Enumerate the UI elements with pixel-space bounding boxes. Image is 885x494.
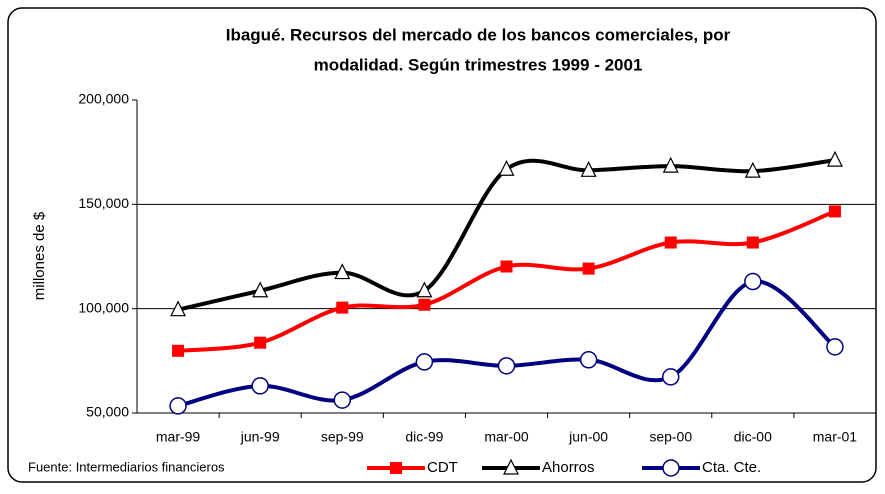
marker <box>662 156 679 173</box>
marker <box>172 344 185 357</box>
marker <box>336 301 349 314</box>
marker <box>334 263 351 280</box>
marker <box>416 281 433 298</box>
marker <box>254 336 267 349</box>
marker <box>170 300 187 317</box>
marker <box>251 377 269 395</box>
y-tick-label: 150,000 <box>78 195 129 211</box>
legend-label: CDT <box>427 459 458 476</box>
marker <box>497 357 516 375</box>
marker <box>252 281 269 298</box>
x-tick-label: dic-00 <box>734 429 772 445</box>
y-tick-label: 100,000 <box>78 299 129 315</box>
marker <box>661 368 680 386</box>
marker <box>662 459 680 477</box>
marker <box>169 397 187 415</box>
marker <box>503 458 519 475</box>
x-tick-label: dic-99 <box>405 429 443 445</box>
x-tick-label: mar-99 <box>156 429 201 445</box>
marker <box>664 236 677 249</box>
chart-frame <box>7 7 877 483</box>
marker <box>744 161 761 178</box>
legend-label: Ahorros <box>542 459 595 476</box>
x-tick-label: mar-00 <box>484 429 529 445</box>
marker <box>582 262 595 275</box>
x-tick-label: sep-00 <box>649 429 692 445</box>
chart-subtitle: modalidad. Según trimestres 1999 - 2001 <box>314 55 643 74</box>
marker <box>828 205 841 218</box>
marker <box>500 260 513 273</box>
marker <box>333 391 352 409</box>
marker <box>579 351 598 369</box>
marker <box>746 236 759 249</box>
chart-title: Ibagué. Recursos del mercado de los banc… <box>226 25 731 44</box>
marker <box>826 338 844 356</box>
marker <box>498 159 515 176</box>
marker <box>390 462 402 474</box>
marker <box>415 353 434 371</box>
marker <box>418 298 431 311</box>
y-tick-label: 50,000 <box>86 404 129 420</box>
y-tick-label: 200,000 <box>78 91 129 107</box>
x-tick-label: jun-00 <box>568 429 608 445</box>
y-axis-label: millones de $ <box>31 211 48 300</box>
source-note: Fuente: Intermediarios financieros <box>28 459 225 474</box>
marker <box>826 150 843 167</box>
x-tick-label: sep-99 <box>321 429 364 445</box>
marker <box>744 272 762 291</box>
x-tick-label: mar-01 <box>813 429 858 445</box>
marker <box>580 160 597 177</box>
legend-label: Cta. Cte. <box>702 459 761 476</box>
x-tick-label: jun-99 <box>240 429 280 445</box>
